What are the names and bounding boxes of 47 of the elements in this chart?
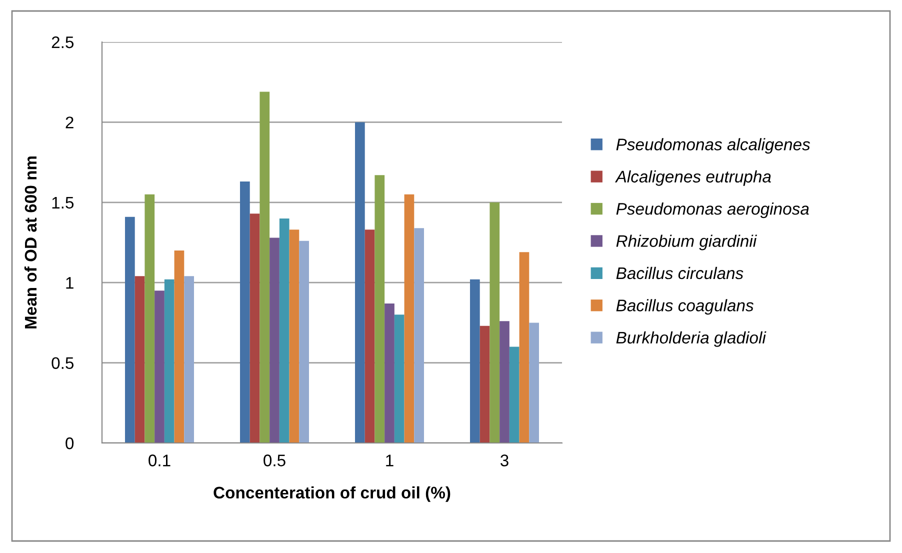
y-tick-label: 1.5: [52, 196, 74, 209]
bar: [184, 276, 194, 443]
x-tick-label: 1: [386, 454, 394, 466]
bar: [154, 290, 164, 443]
bar: [299, 240, 309, 443]
bar: [134, 276, 145, 443]
x-tick-label: 0.1: [148, 454, 170, 466]
bar: [414, 228, 424, 443]
bar: [289, 230, 300, 443]
bar: [374, 175, 385, 443]
legend-label: Bacillus circulans: [616, 266, 744, 280]
bar: [529, 322, 539, 443]
bar: [240, 182, 250, 443]
bar: [270, 238, 280, 443]
x-tick-label: 3: [500, 454, 508, 466]
y-tick-label: 1: [66, 277, 74, 289]
bar: [355, 122, 365, 443]
bar: [250, 214, 260, 443]
y-tick-label: 2: [66, 116, 74, 128]
x-axis-title: Concenteration of crud oil (%): [214, 486, 450, 502]
legend-label: Pseudomonas aeroginosa: [616, 202, 809, 218]
x-tick-label: 0.5: [264, 454, 286, 466]
bar: [394, 314, 404, 443]
y-tick-label: 0.5: [52, 357, 74, 370]
y-tick-label: 0: [66, 437, 74, 450]
bar: [384, 303, 394, 443]
bar: [404, 194, 414, 443]
bar: [144, 194, 155, 443]
legend-label: Rhizobium giardinii: [616, 234, 757, 250]
y-axis-title: Mean of OD at 600 nm: [24, 156, 37, 328]
bar: [519, 252, 530, 443]
bar: [470, 279, 480, 443]
legend-label: Burkholderia gladioli: [616, 331, 766, 347]
bar: [509, 346, 520, 443]
bar: [480, 326, 490, 443]
bar: [364, 230, 375, 443]
bar: [174, 250, 184, 443]
bar: [279, 218, 290, 443]
bar: [500, 321, 510, 443]
legend-label: Alcaligenes eutrupha: [614, 170, 771, 186]
bar: [490, 202, 500, 443]
bar: [260, 92, 270, 443]
bar: [125, 216, 135, 443]
legend-label: Pseudomonas alcaligenes: [616, 138, 810, 154]
legend-label: Bacillus coagulans: [616, 299, 754, 315]
y-tick-label: 2.5: [52, 36, 74, 48]
bar: [164, 279, 174, 443]
